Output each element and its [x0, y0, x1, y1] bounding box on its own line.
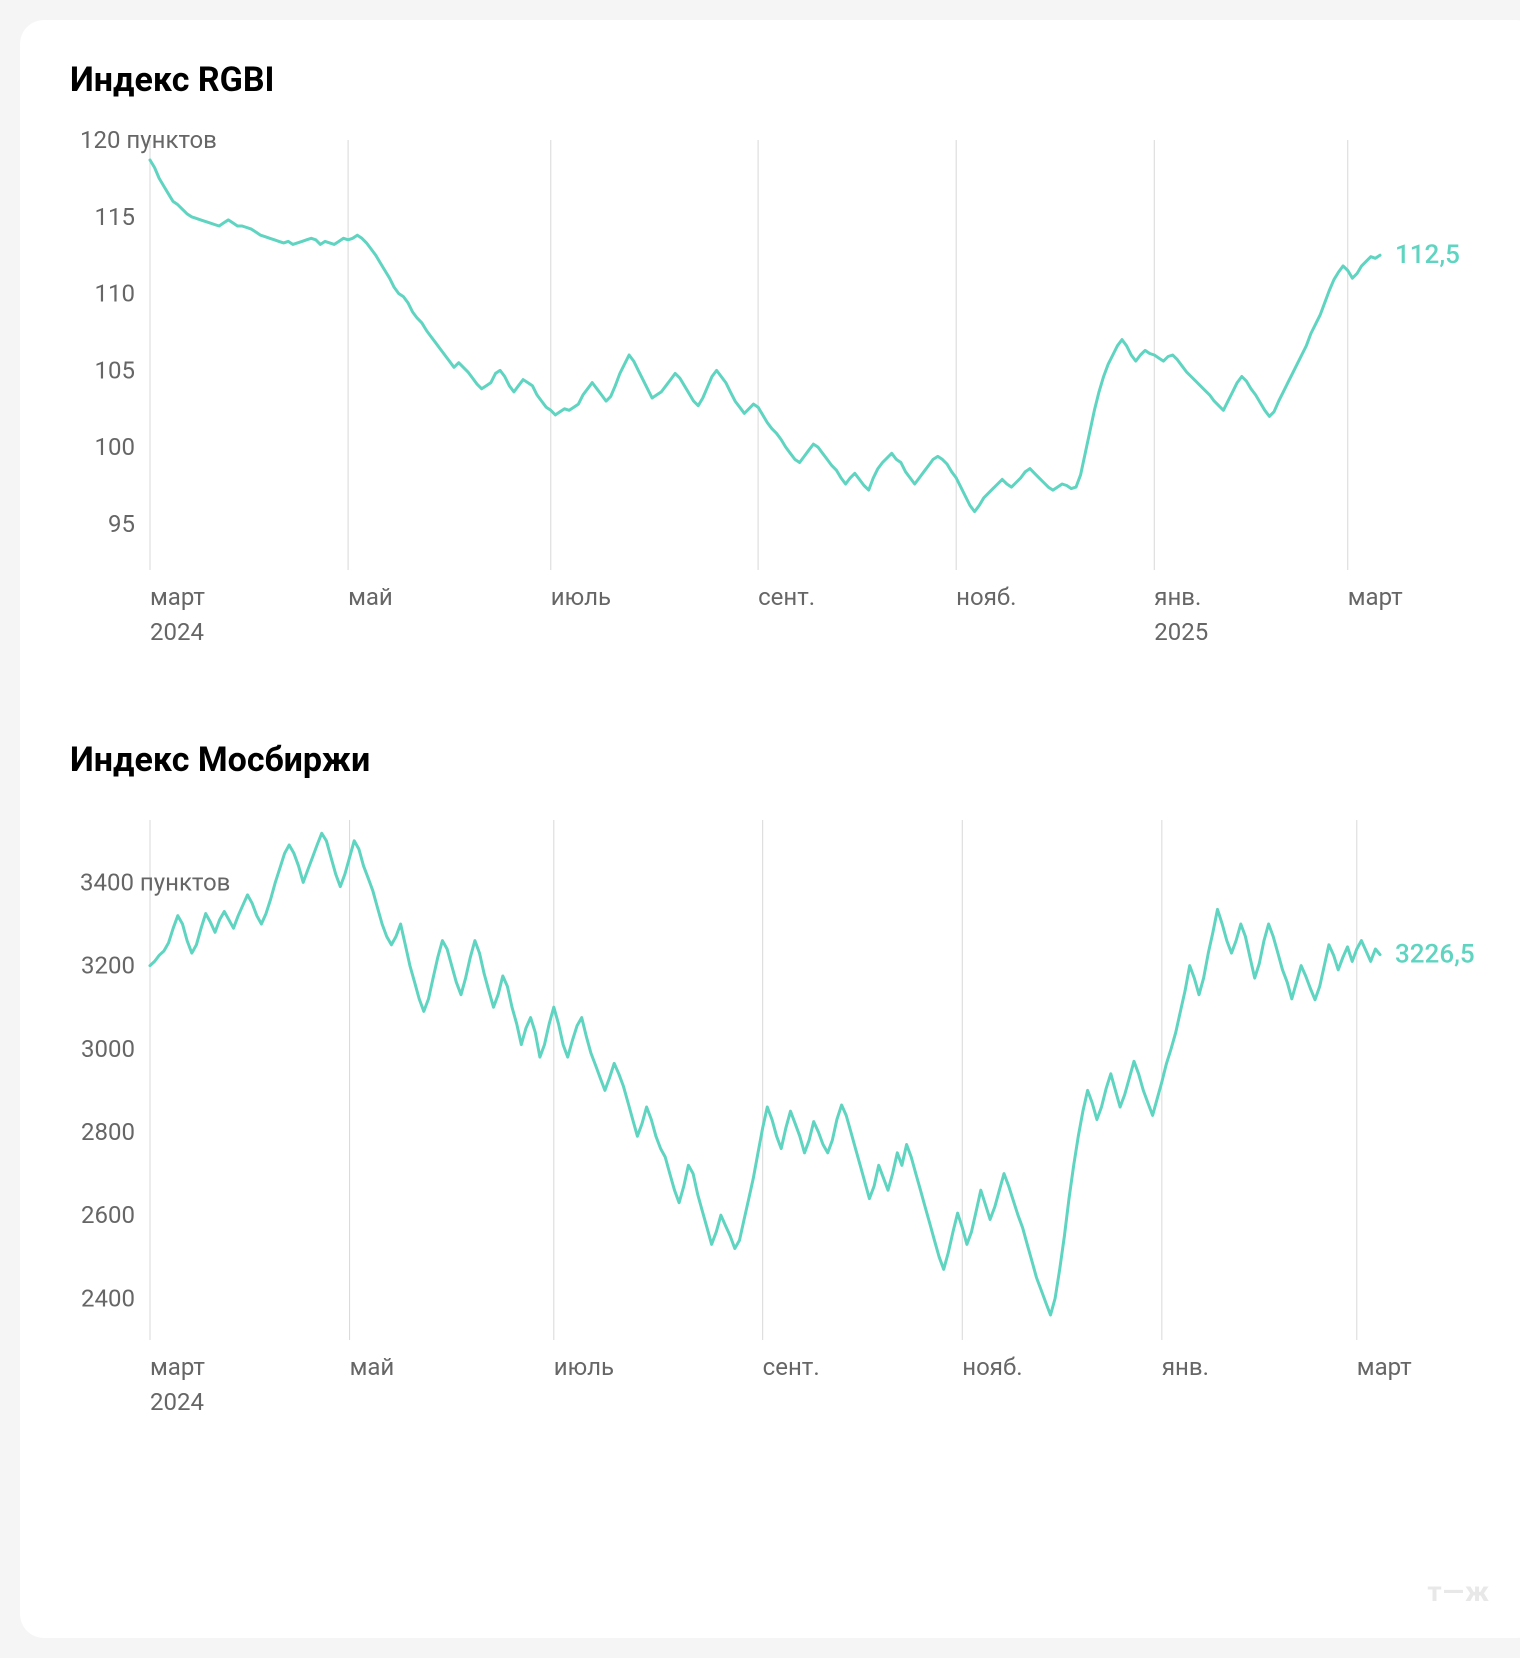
moex-title: Индекс Мосбиржи: [70, 740, 1490, 780]
svg-text:3400 пунктов: 3400 пунктов: [80, 868, 230, 896]
svg-text:110: 110: [95, 280, 135, 308]
watermark: т—ж: [1427, 1575, 1490, 1608]
rgbi-chart-block: Индекс RGBI март 2024 май июль сент. нояб. янв…: [70, 60, 1490, 680]
moex-chart-area: март 2024 май июль сент. нояб. янв. март 2400 260…: [70, 810, 1490, 1450]
svg-text:март: март: [150, 583, 205, 611]
rgbi-chart-area: март 2024 май июль сент. нояб. янв. 2025 март 95 1…: [70, 130, 1490, 680]
moex-svg: март 2024 май июль сент. нояб. янв. март 2400 260…: [70, 810, 1490, 1450]
svg-text:3000: 3000: [81, 1035, 135, 1063]
svg-text:112,5: 112,5: [1395, 240, 1460, 270]
svg-text:3226,5: 3226,5: [1395, 940, 1475, 970]
svg-text:105: 105: [95, 356, 135, 384]
svg-text:2024: 2024: [150, 1388, 204, 1416]
svg-text:сент.: сент.: [763, 1353, 820, 1381]
svg-text:2025: 2025: [1154, 618, 1208, 646]
svg-text:янв.: янв.: [1162, 1353, 1209, 1381]
svg-text:июль: июль: [554, 1353, 614, 1381]
svg-text:2600: 2600: [81, 1201, 135, 1229]
svg-text:май: май: [350, 1353, 395, 1381]
svg-text:100: 100: [95, 433, 135, 461]
svg-text:сент.: сент.: [758, 583, 815, 611]
rgbi-svg: март 2024 май июль сент. нояб. янв. 2025 март 95 1…: [70, 130, 1490, 680]
svg-text:май: май: [348, 583, 393, 611]
chart-card: Индекс RGBI март 2024 май июль сент. нояб. янв…: [20, 20, 1520, 1638]
svg-text:115: 115: [95, 203, 135, 231]
svg-text:3200: 3200: [81, 952, 135, 980]
svg-text:95: 95: [108, 510, 135, 538]
svg-text:2800: 2800: [81, 1118, 135, 1146]
svg-text:июль: июль: [551, 583, 611, 611]
svg-text:нояб.: нояб.: [956, 583, 1016, 611]
svg-text:нояб.: нояб.: [962, 1353, 1022, 1381]
rgbi-title: Индекс RGBI: [70, 60, 1490, 100]
moex-chart-block: Индекс Мосбиржи март 2024 май июль сент. нояб…: [70, 740, 1490, 1450]
svg-text:янв.: янв.: [1154, 583, 1201, 611]
svg-text:март: март: [150, 1353, 205, 1381]
svg-text:март: март: [1357, 1353, 1412, 1381]
svg-text:120 пунктов: 120 пунктов: [80, 130, 217, 154]
svg-text:2400: 2400: [81, 1284, 135, 1312]
svg-text:2024: 2024: [150, 618, 204, 646]
svg-text:март: март: [1348, 583, 1403, 611]
